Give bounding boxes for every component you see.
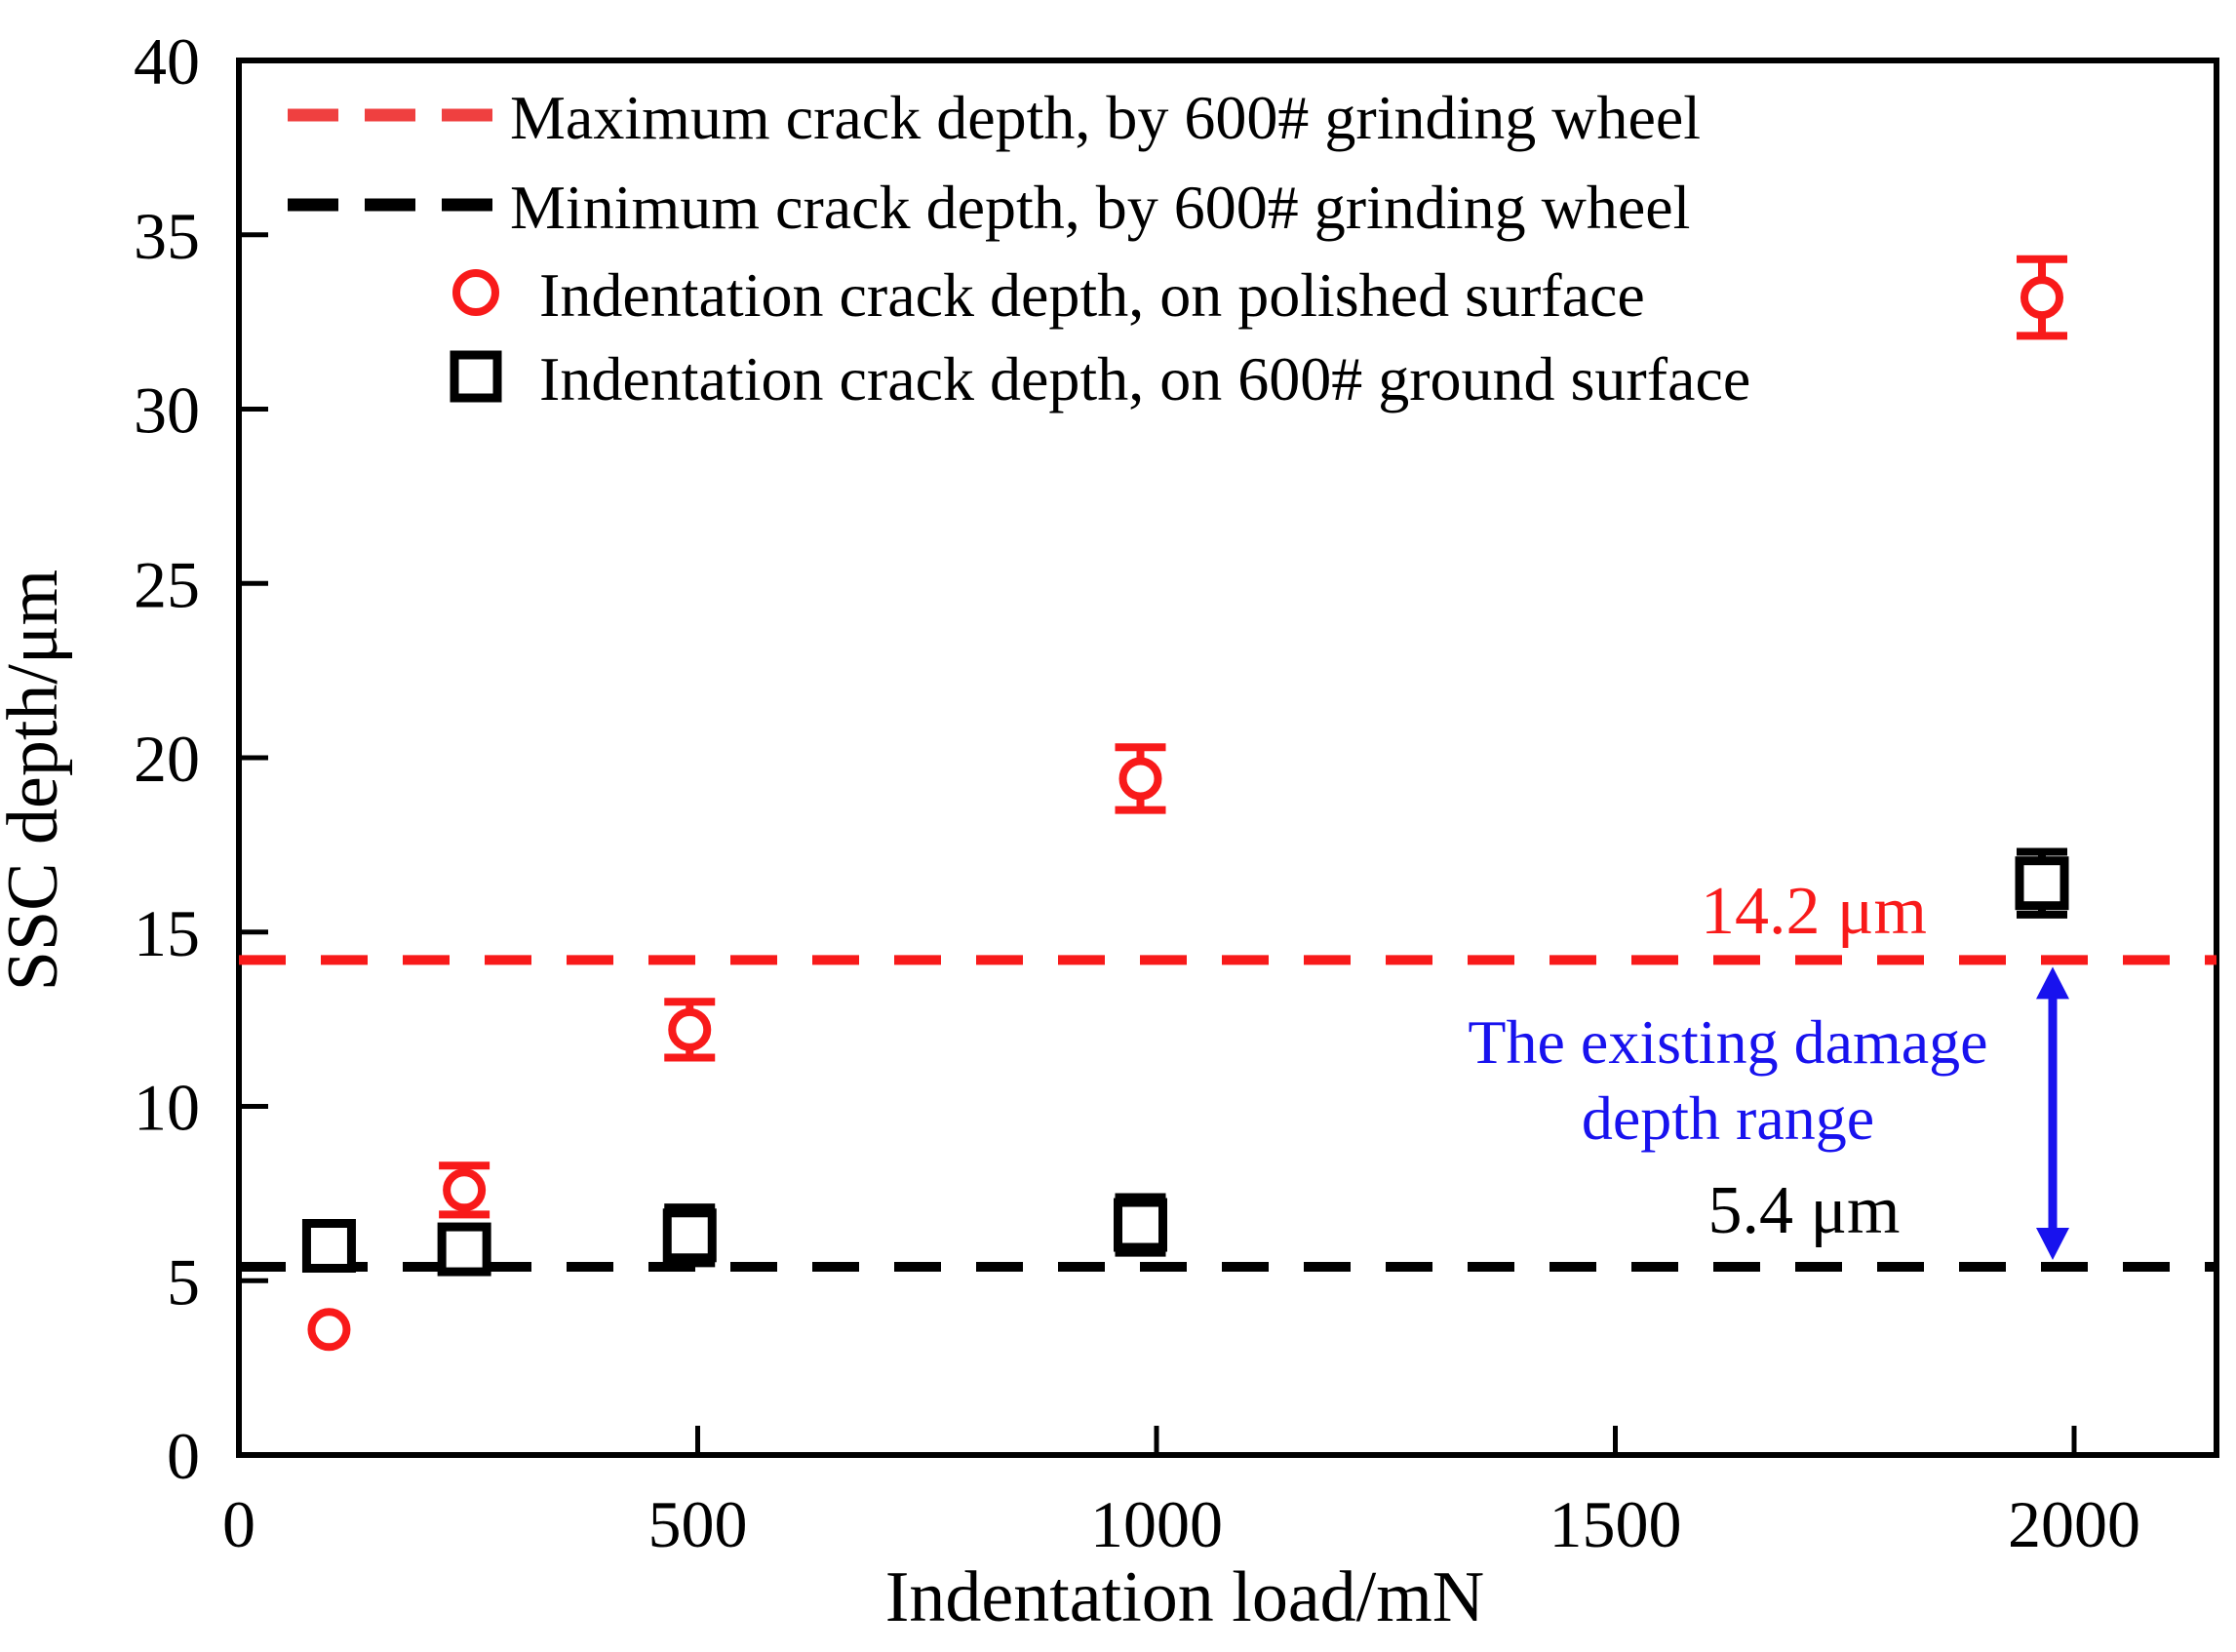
data-layer <box>301 255 2069 1352</box>
legend-label-min-crack: Minimum crack depth, by 600# grinding wh… <box>510 173 1690 242</box>
legend-label-ground: Indentation crack depth, on 600# ground … <box>539 344 1750 413</box>
y-tick-label: 10 <box>134 1071 200 1145</box>
x-tick-label: 2000 <box>2008 1487 2140 1561</box>
damage-range-label-line1: The existing damage <box>1468 1007 1987 1077</box>
y-tick-label: 40 <box>134 24 200 98</box>
damage-range-label-line2: depth range <box>1582 1083 1874 1153</box>
damage-range-arrow-head-up <box>2036 966 2069 1000</box>
min-depth-value-annotation: 5.4 μm <box>1708 1173 1901 1248</box>
data-point-polished-circle <box>1118 757 1162 801</box>
y-tick-label: 15 <box>134 896 200 970</box>
data-point-ground-square <box>2015 856 2069 911</box>
data-point-ground-square <box>437 1222 491 1277</box>
y-tick-label: 5 <box>167 1244 200 1318</box>
x-axis-title: Indentation load/mN <box>885 1557 1484 1637</box>
legend-label-max-crack: Maximum crack depth, by 600# grinding wh… <box>510 83 1701 152</box>
legend: Maximum crack depth, by 600# grinding wh… <box>288 83 1750 413</box>
y-axis-title: SSC depth/μm <box>0 570 73 991</box>
y-tick-label: 25 <box>134 547 200 621</box>
legend-swatch-polished-circle <box>452 269 499 316</box>
data-point-ground-square <box>301 1219 356 1273</box>
axes-layer: 0 500 1000 1500 2000 0 5 10 15 20 25 30 35 40 <box>134 24 2219 1561</box>
legend-label-polished: Indentation crack depth, on polished sur… <box>539 260 1645 330</box>
x-tick-label: 1000 <box>1090 1487 1223 1561</box>
annotations: 14.2 μm 5.4 μm The existing damage depth… <box>1468 874 1987 1248</box>
x-tick-label: 500 <box>648 1487 748 1561</box>
legend-swatch-ground-square <box>450 350 502 403</box>
data-point-polished-circle <box>443 1168 487 1212</box>
y-tick-label: 0 <box>167 1419 200 1493</box>
data-point-polished-circle <box>2020 276 2063 320</box>
y-tick-label: 30 <box>134 374 200 448</box>
data-point-ground-square <box>1114 1198 1167 1252</box>
damage-range-arrow-head-down <box>2036 1227 2069 1260</box>
max-depth-value-annotation: 14.2 μm <box>1701 874 1927 949</box>
y-tick-label: 35 <box>134 199 200 273</box>
data-point-polished-circle <box>668 1007 712 1051</box>
data-point-polished-circle <box>307 1308 351 1352</box>
x-tick-label: 0 <box>222 1487 255 1561</box>
data-point-ground-square <box>662 1208 717 1263</box>
x-tick-label: 1500 <box>1550 1487 1682 1561</box>
y-tick-label: 20 <box>134 722 200 796</box>
